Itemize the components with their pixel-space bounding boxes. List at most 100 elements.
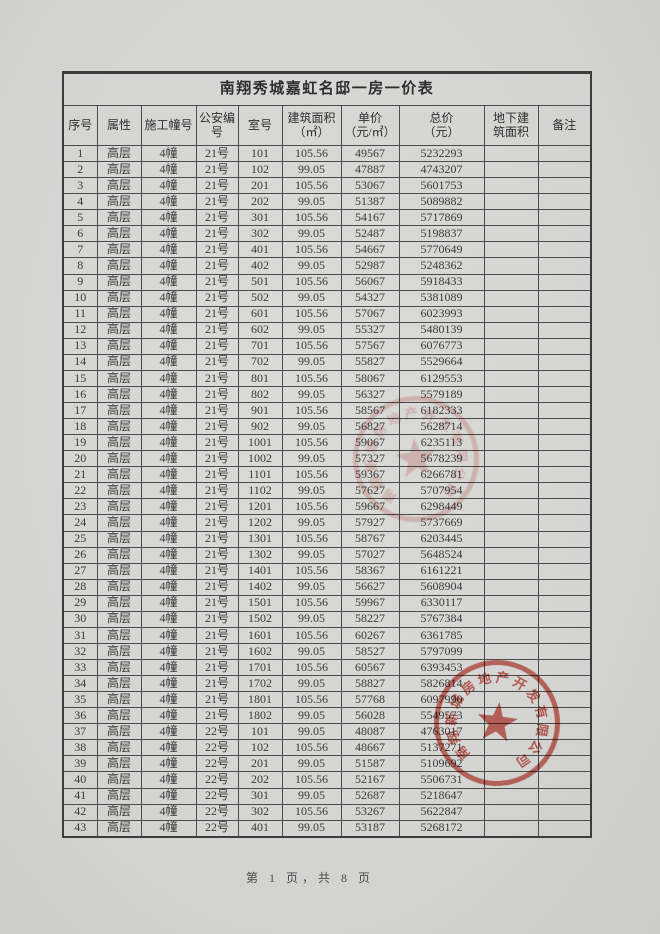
table-row: 38 高层 4幢 22号 102 105.56 48667 5137271 [62, 739, 592, 757]
table-cell [537, 562, 592, 580]
table-cell [537, 610, 592, 628]
table-cell: 52487 [340, 225, 400, 243]
table-cell: 902 [237, 418, 283, 436]
table-cell [537, 321, 592, 339]
table-cell: 21号 [195, 578, 239, 596]
table-cell [537, 514, 592, 532]
table-cell [537, 578, 592, 596]
table-cell: 32 [62, 642, 98, 661]
table-row: 13 高层 4幢 21号 701 105.56 57567 6076773 [62, 337, 592, 355]
table-cell: 高层 [96, 562, 142, 580]
table-cell [483, 418, 539, 436]
table-cell: 4幢 [140, 514, 197, 532]
table-cell: 21号 [195, 177, 239, 195]
table-cell: 6182333 [398, 401, 485, 420]
table-cell: 60567 [340, 658, 400, 677]
table-cell: 31 [62, 626, 98, 644]
table-cell: 4幢 [140, 161, 197, 179]
table-cell: 4 [62, 193, 98, 211]
table-cell: 高层 [96, 418, 142, 436]
table-cell: 5137271 [398, 739, 485, 757]
table-cell: 高层 [96, 755, 142, 773]
table-cell: 4幢 [140, 530, 197, 548]
table-cell: 105.56 [281, 803, 342, 821]
table-cell [483, 723, 539, 741]
table-cell: 21号 [195, 273, 239, 291]
table-cell: 4幢 [140, 498, 197, 516]
table-cell: 4幢 [140, 418, 197, 436]
table-cell: 99.05 [281, 755, 342, 773]
table-cell: 57067 [340, 305, 400, 323]
table-cell: 5529664 [398, 353, 485, 371]
table-cell: 5628714 [398, 418, 485, 436]
table-cell: 105.56 [281, 305, 342, 323]
table-cell: 5608904 [398, 578, 485, 596]
table-cell: 99.05 [281, 514, 342, 532]
table-cell: 802 [237, 385, 283, 404]
table-row: 4 高层 4幢 21号 202 99.05 51387 5089882 [62, 193, 592, 211]
table-row: 10 高层 4幢 21号 502 99.05 54327 5381089 [62, 289, 592, 307]
table-row: 28 高层 4幢 21号 1402 99.05 56627 5608904 [62, 578, 592, 596]
table-cell: 21号 [195, 466, 239, 484]
table-cell [537, 353, 592, 371]
table-cell: 105.56 [281, 209, 342, 227]
table-row: 22 高层 4幢 21号 1102 99.05 57627 5707954 [62, 482, 592, 500]
table-cell: 20 [62, 450, 98, 468]
table-row: 8 高层 4幢 21号 402 99.05 52987 5248362 [62, 257, 592, 275]
table-cell: 4幢 [140, 610, 197, 628]
table-cell: 58567 [340, 401, 400, 420]
table-cell: 53067 [340, 177, 400, 195]
table-cell [537, 450, 592, 468]
table-cell: 21号 [195, 369, 239, 387]
table-cell: 高层 [96, 498, 142, 516]
table-cell: 52167 [340, 771, 400, 789]
table-row: 27 高层 4幢 21号 1401 105.56 58367 6161221 [62, 562, 592, 580]
table-cell: 35 [62, 691, 98, 709]
table-cell: 51587 [340, 755, 400, 773]
table-cell: 26 [62, 546, 98, 564]
table-cell [537, 193, 592, 211]
table-cell: 702 [237, 353, 283, 371]
table-cell [537, 482, 592, 500]
table-cell: 5797099 [398, 642, 485, 661]
table-cell: 27 [62, 562, 98, 580]
table-cell [483, 691, 539, 709]
table-cell [537, 803, 592, 821]
table-cell: 1502 [237, 610, 283, 628]
table-cell: 6203445 [398, 530, 485, 548]
table-cell: 高层 [96, 401, 142, 420]
table-cell: 57927 [340, 514, 400, 532]
table-cell: 5826814 [398, 675, 485, 693]
page-footer: 第 1 页，共 8 页 [245, 871, 374, 885]
table-cell: 52687 [340, 787, 400, 805]
table-cell: 1001 [237, 434, 283, 452]
table-cell: 1601 [237, 626, 283, 644]
column-header: 序号 [62, 105, 98, 146]
table-cell [483, 257, 539, 275]
table-cell: 99.05 [281, 225, 342, 243]
table-cell: 501 [237, 273, 283, 291]
table-cell: 29 [62, 594, 98, 612]
column-header: 建筑面积 （㎡） [281, 105, 342, 146]
table-cell: 高层 [96, 642, 142, 661]
header-row: 序号 属性 施工幢号 公安编 号室号 建筑面积 （㎡） 单价 （元/㎡） 总价 （元） 地下建… [62, 105, 592, 146]
table-cell: 56827 [340, 418, 400, 436]
table-cell: 99.05 [281, 289, 342, 307]
table-cell: 21 [62, 466, 98, 484]
table-cell: 101 [237, 723, 283, 741]
table-cell: 55327 [340, 321, 400, 339]
table-cell: 21号 [195, 546, 239, 564]
table-cell: 105.56 [281, 771, 342, 789]
table-row: 29 高层 4幢 21号 1501 105.56 59967 6330117 [62, 594, 592, 612]
table-cell: 36 [62, 707, 98, 725]
table-cell: 5622847 [398, 803, 485, 821]
table-row: 17 高层 4幢 21号 901 105.56 58567 6182333 [62, 401, 592, 420]
table-cell [537, 530, 592, 548]
table-cell: 6097990 [398, 691, 485, 709]
table-cell: 4763017 [398, 723, 485, 741]
table-cell [483, 369, 539, 387]
table-cell [537, 177, 592, 195]
table-cell: 201 [237, 177, 283, 195]
table-cell: 4幢 [140, 450, 197, 468]
table-cell: 99.05 [281, 385, 342, 404]
